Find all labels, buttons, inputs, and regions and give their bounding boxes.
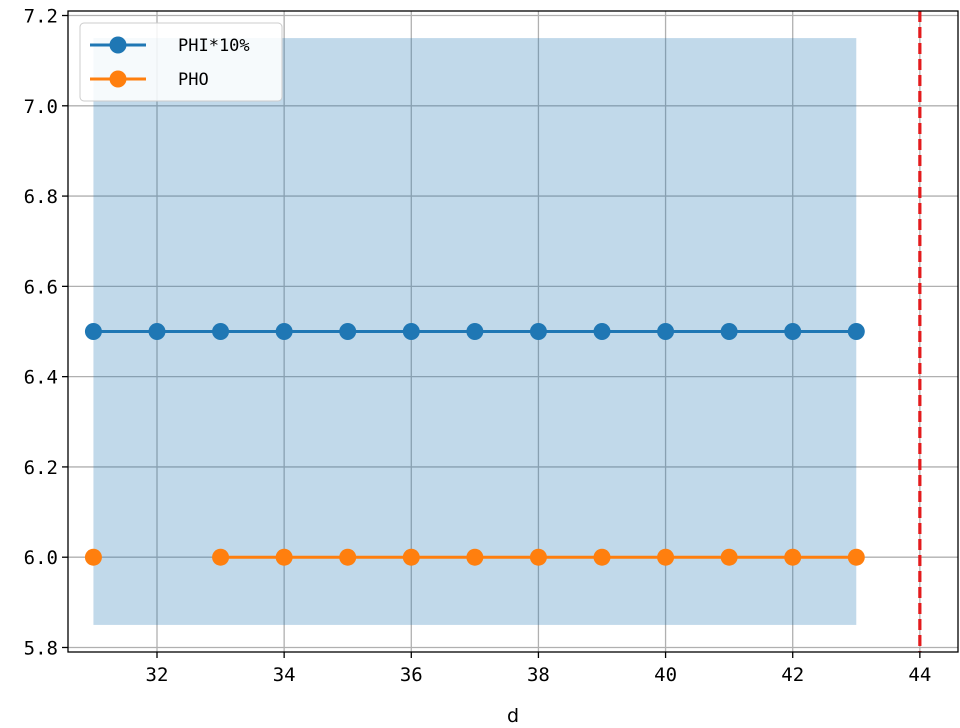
legend: PHI*10% PHO <box>79 22 283 102</box>
legend-item: PHO <box>90 70 209 90</box>
y-tick-label: 6.8 <box>24 186 58 208</box>
data-point <box>847 323 865 340</box>
series-1 <box>84 323 865 340</box>
data-point <box>275 548 293 566</box>
x-tick-label: 36 <box>400 664 423 686</box>
data-point <box>466 323 484 340</box>
x-tick-label: 38 <box>527 664 550 686</box>
data-point <box>339 323 357 340</box>
data-point <box>275 323 293 340</box>
data-point <box>720 548 738 566</box>
series-2 <box>84 548 865 566</box>
y-tick-label: 6.6 <box>24 276 58 298</box>
y-tick-label: 6.2 <box>24 457 58 479</box>
data-point <box>402 548 420 566</box>
data-point <box>402 323 420 340</box>
data-point <box>212 323 230 340</box>
legend-label: PHO <box>178 70 209 90</box>
data-point <box>720 323 738 340</box>
y-tick-label: 5.8 <box>24 637 58 659</box>
x-tick-label: 32 <box>146 664 169 686</box>
data-point <box>466 548 484 566</box>
y-tick-label: 7.2 <box>24 6 58 28</box>
y-tick-label: 6.0 <box>24 547 58 569</box>
series-layer <box>84 323 865 566</box>
y-tick-label: 7.0 <box>24 96 58 118</box>
data-point <box>529 548 547 566</box>
data-point <box>148 323 166 340</box>
axis-ticks: 32 34 36 38 40 42 44 5.8 6.0 6.2 6.4 6.6 6.8 7.0 7.2 <box>24 6 932 686</box>
data-point <box>657 548 675 566</box>
data-point <box>593 323 611 340</box>
data-point <box>784 323 802 340</box>
legend-label: PHI*10% <box>178 36 250 56</box>
data-point <box>84 548 102 566</box>
legend-marker <box>109 36 127 54</box>
data-point <box>339 548 357 566</box>
x-tick-label: 34 <box>273 664 296 686</box>
legend-marker <box>109 70 127 88</box>
data-point <box>657 323 675 340</box>
legend-item: PHI*10% <box>90 36 250 56</box>
data-point <box>784 548 802 566</box>
y-tick-label: 6.4 <box>24 367 58 389</box>
x-tick-label: 40 <box>654 664 677 686</box>
x-tick-label: 44 <box>908 664 931 686</box>
data-point <box>847 548 865 566</box>
x-axis-label: d <box>507 705 519 727</box>
legend-box <box>79 22 283 102</box>
data-point <box>84 323 102 340</box>
data-point <box>529 323 547 340</box>
data-point <box>593 548 611 566</box>
x-tick-label: 42 <box>781 664 804 686</box>
data-point <box>212 548 230 566</box>
plot-frame <box>67 10 959 653</box>
